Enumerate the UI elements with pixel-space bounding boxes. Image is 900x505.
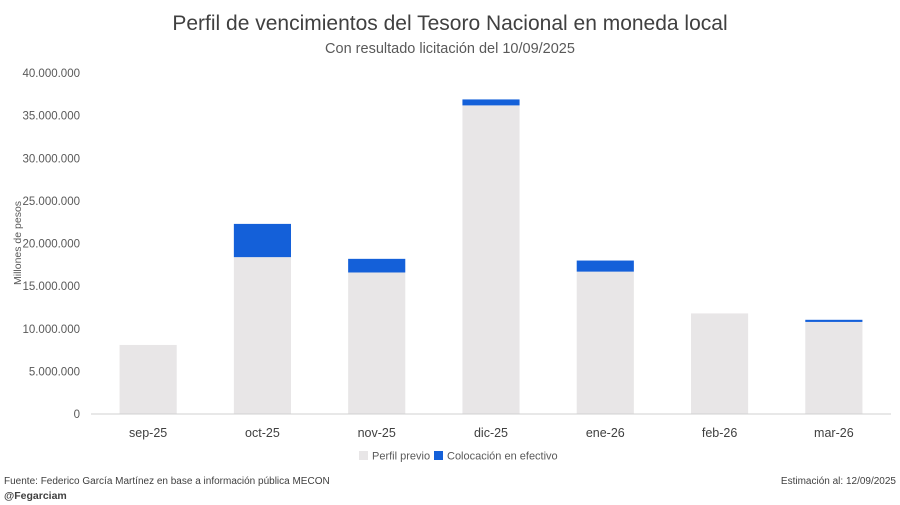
y-tick-label: 25.000.000 (22, 196, 80, 208)
bar-dic-25-colocacion (462, 99, 520, 106)
legend-label-colocacion: Colocación en efectivo (447, 451, 558, 463)
legend-label-perfil-previo: Perfil previo (372, 451, 430, 463)
x-tick-label: dic-25 (474, 426, 508, 440)
chart-subtitle: Con resultado licitación del 10/09/2025 (325, 41, 575, 57)
bar-mar-26-colocacion (805, 319, 863, 322)
bar-dic-25-perfil-previo (462, 105, 520, 415)
y-tick-label: 10.000.000 (22, 324, 80, 336)
x-tick-label: oct-25 (245, 426, 280, 440)
y-tick-label: 35.000.000 (22, 111, 80, 123)
x-tick-label: nov-25 (358, 426, 396, 440)
bar-feb-26-perfil-previo (691, 313, 749, 414)
y-tick-label: 15.000.000 (22, 281, 80, 293)
y-tick-label: 5.000.000 (29, 366, 80, 378)
bar-nov-25-colocacion (348, 258, 406, 273)
y-tick-label: 30.000.000 (22, 153, 80, 165)
bar-oct-25-perfil-previo (233, 257, 291, 414)
legend-swatch-colocacion (434, 451, 443, 460)
chart-title: Perfil de vencimientos del Tesoro Nacion… (172, 12, 727, 35)
footer-source: Fuente: Federico García Martínez en base… (4, 476, 330, 487)
bar-mar-26-perfil-previo (805, 321, 863, 414)
x-tick-label: feb-26 (702, 426, 737, 440)
x-axis: sep-25 oct-25 nov-25 dic-25 ene-26 feb-26 mar-… (129, 426, 854, 440)
bar-ene-26-perfil-previo (576, 271, 634, 414)
bar-ene-26-colocacion (576, 260, 634, 272)
y-axis-label: Millones de pesos (12, 201, 24, 285)
x-tick-label: ene-26 (586, 426, 625, 440)
legend-swatch-perfil-previo (359, 451, 368, 460)
bars (119, 99, 863, 415)
bar-nov-25-perfil-previo (348, 272, 406, 414)
footer-handle: @Fegarciam (4, 490, 67, 502)
y-tick-label: 20.000.000 (22, 239, 80, 251)
y-tick-label: 0 (74, 409, 80, 421)
footer-estimate: Estimación al: 12/09/2025 (781, 476, 897, 487)
y-tick-label: 40.000.000 (22, 68, 80, 80)
legend: Perfil previo Colocación en efectivo (359, 451, 558, 463)
bar-oct-25-colocacion (233, 223, 291, 258)
y-axis: 0 5.000.000 10.000.000 15.000.000 20.000.000… (22, 68, 80, 421)
bar-sep-25-perfil-previo (119, 344, 177, 414)
x-tick-label: sep-25 (129, 426, 167, 440)
x-tick-label: mar-26 (814, 426, 854, 440)
